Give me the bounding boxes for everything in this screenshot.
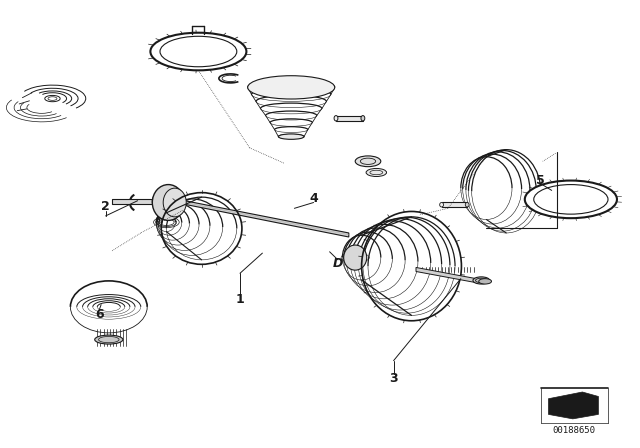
- Text: 00188650: 00188650: [552, 426, 596, 435]
- Text: 5: 5: [536, 173, 545, 187]
- Text: 2: 2: [101, 199, 110, 213]
- Ellipse shape: [248, 76, 335, 99]
- Polygon shape: [182, 200, 349, 237]
- Ellipse shape: [525, 181, 617, 218]
- Ellipse shape: [355, 156, 381, 167]
- Polygon shape: [442, 202, 467, 207]
- Text: 6: 6: [95, 308, 104, 321]
- Ellipse shape: [344, 245, 367, 270]
- Ellipse shape: [152, 185, 184, 220]
- Ellipse shape: [440, 202, 444, 207]
- Ellipse shape: [473, 277, 490, 284]
- Ellipse shape: [465, 202, 469, 207]
- Ellipse shape: [278, 134, 304, 139]
- Ellipse shape: [361, 116, 365, 121]
- Text: 1: 1: [236, 293, 244, 306]
- Ellipse shape: [163, 188, 186, 217]
- Text: D: D: [333, 257, 343, 270]
- Polygon shape: [416, 267, 479, 283]
- Ellipse shape: [366, 168, 387, 177]
- Text: 4: 4: [309, 191, 318, 205]
- Ellipse shape: [152, 196, 157, 207]
- Ellipse shape: [334, 116, 338, 121]
- Polygon shape: [336, 116, 363, 121]
- Polygon shape: [112, 199, 155, 204]
- Ellipse shape: [95, 335, 123, 344]
- Polygon shape: [548, 392, 598, 419]
- Ellipse shape: [479, 279, 492, 284]
- Ellipse shape: [150, 33, 246, 70]
- Text: 3: 3: [389, 372, 398, 385]
